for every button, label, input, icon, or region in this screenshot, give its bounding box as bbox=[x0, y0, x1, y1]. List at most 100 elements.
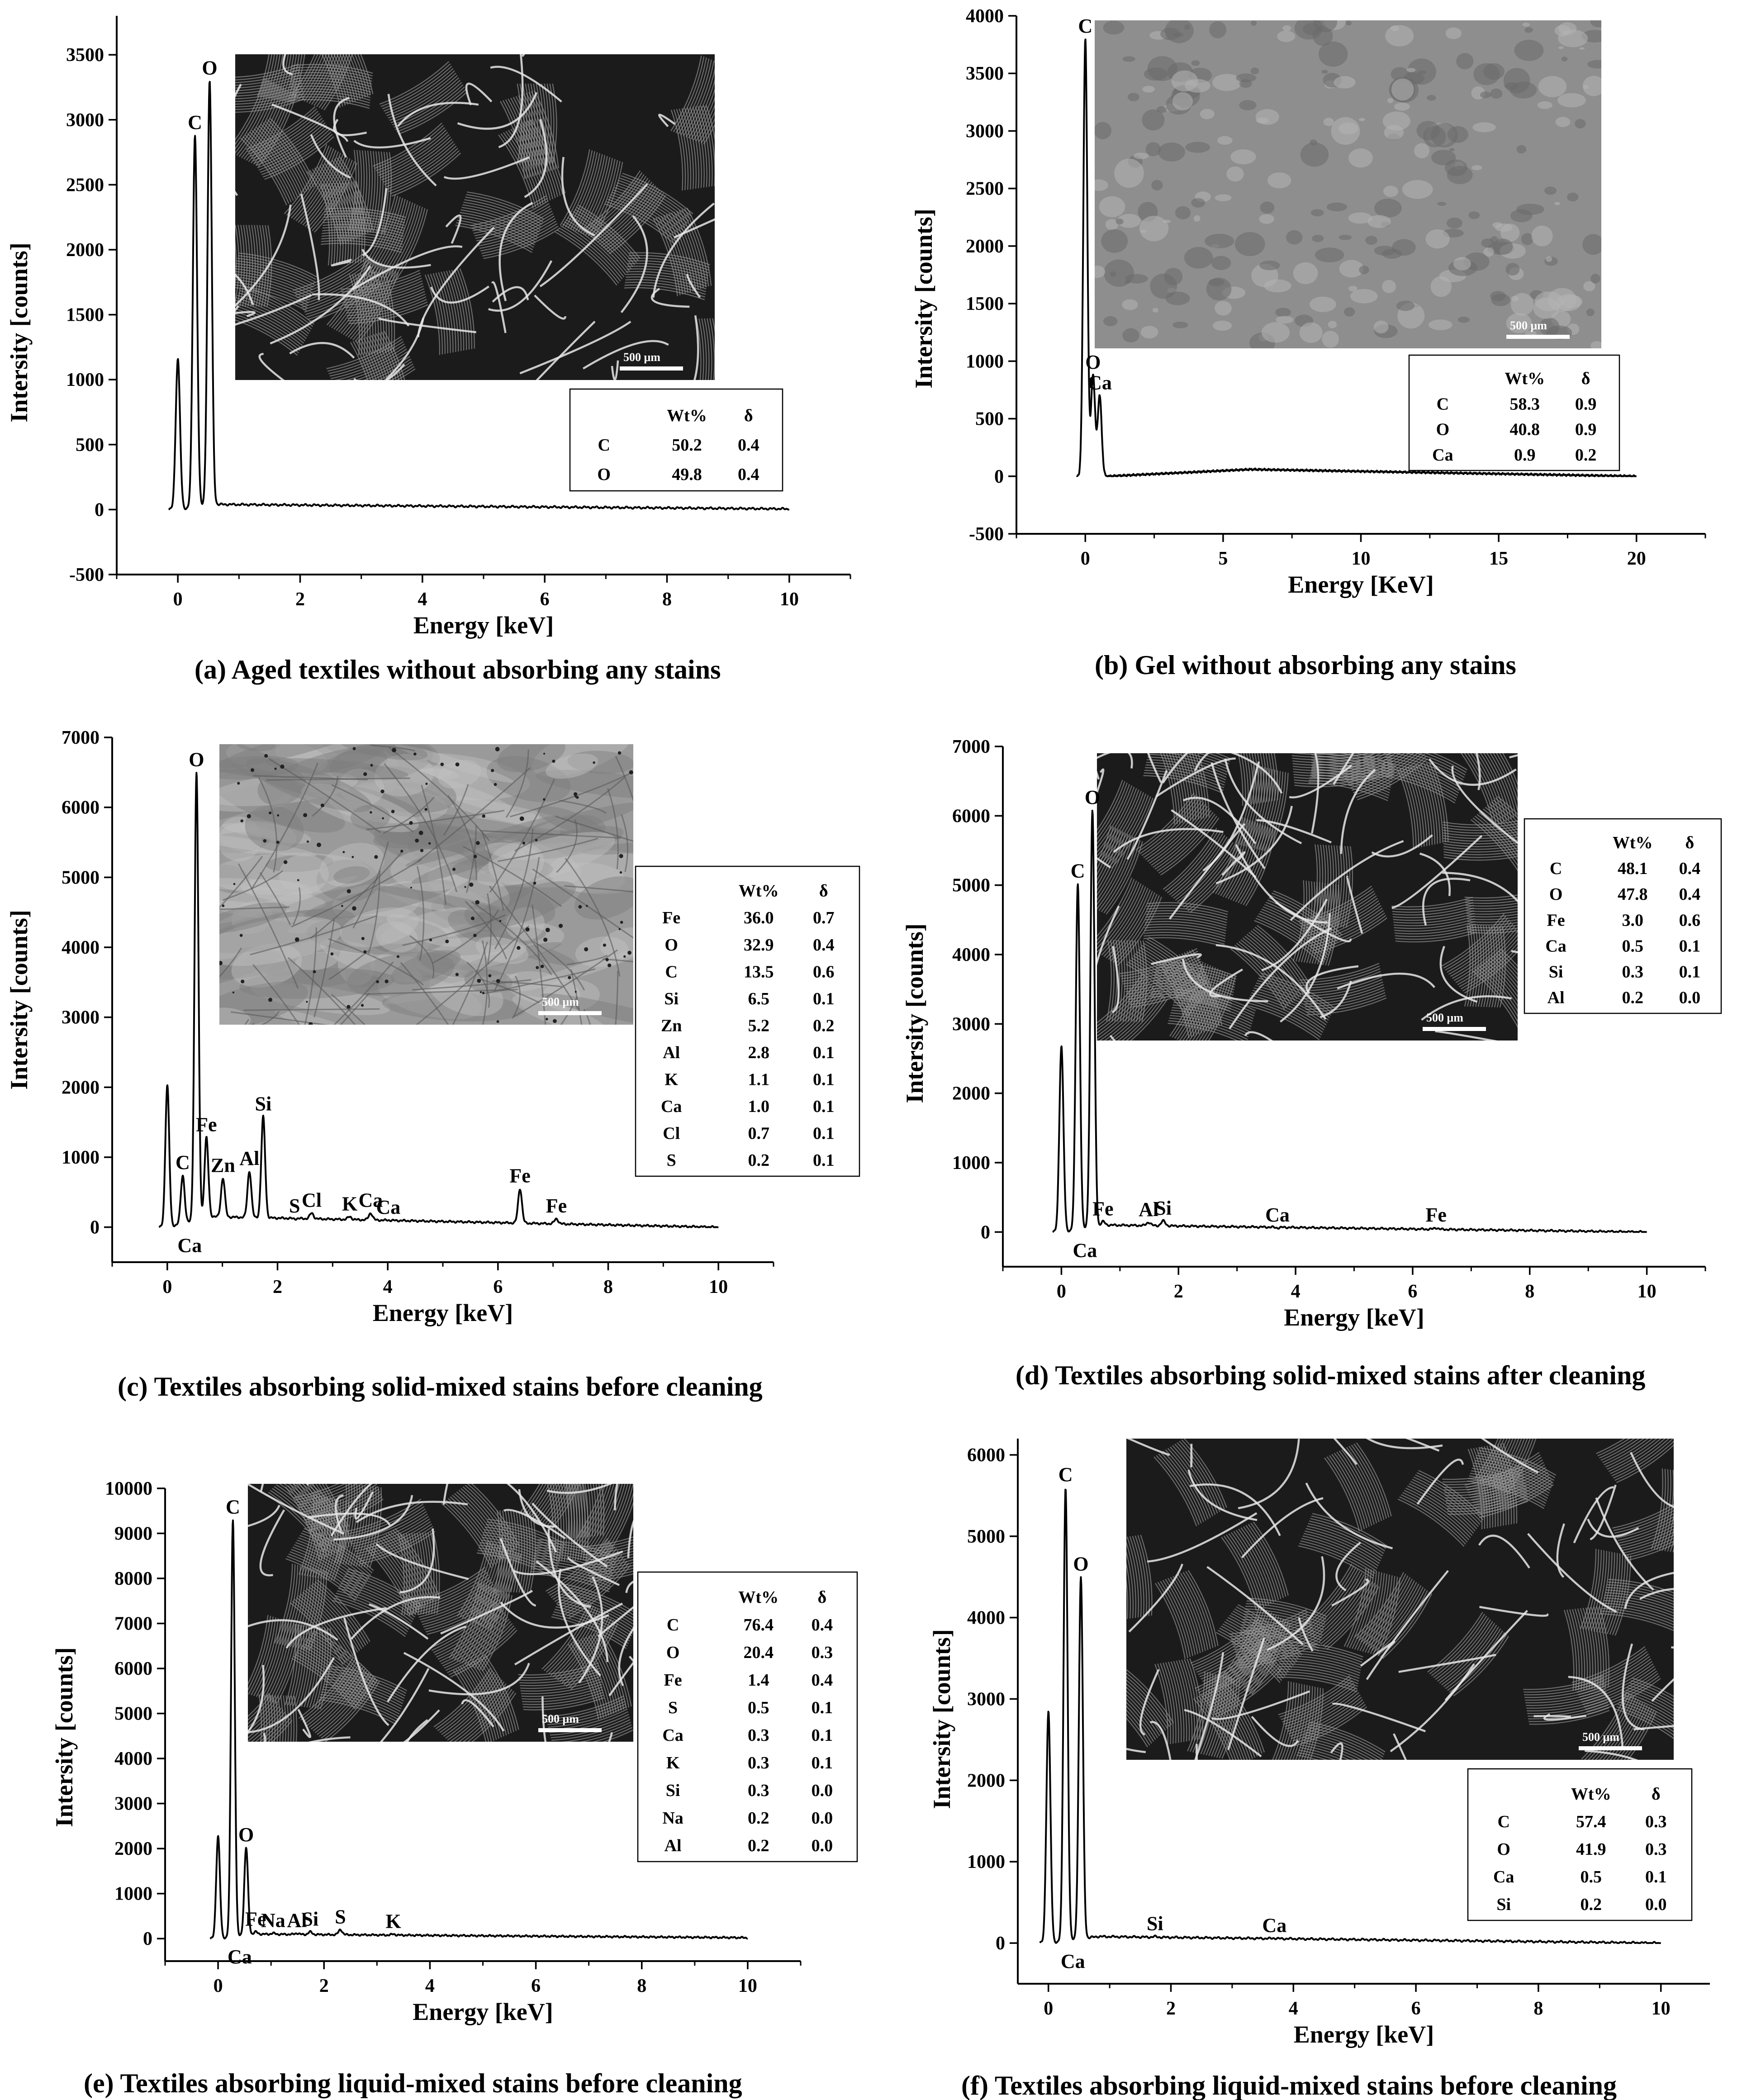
sem-texture-dot bbox=[619, 871, 622, 874]
sem-texture-fiber bbox=[1181, 1659, 1196, 1740]
sem-texture-fiber bbox=[680, 59, 712, 136]
sem-texture-fiber bbox=[1277, 1682, 1295, 1760]
sem-texture-fiber bbox=[1292, 754, 1374, 763]
wt-table-cell: 0.9 bbox=[1514, 446, 1536, 465]
sem-texture-fiber bbox=[1097, 828, 1116, 902]
sem-texture-fiber bbox=[248, 1711, 285, 1742]
wt-table-cell: 48.1 bbox=[1618, 859, 1648, 878]
sem-texture-fiber bbox=[219, 906, 290, 911]
sem-texture-blob bbox=[374, 754, 434, 797]
sem-fiber-bundle bbox=[604, 173, 693, 245]
sem-texture-fiber bbox=[1261, 908, 1331, 954]
sem-texture-fiber bbox=[303, 1570, 322, 1650]
sem-texture-fiber bbox=[321, 237, 403, 248]
sem-texture-fiber bbox=[1257, 915, 1326, 960]
peak-label: C bbox=[188, 111, 202, 133]
wt-table-cell: 0.6 bbox=[1679, 911, 1701, 930]
sem-texture-fiber bbox=[294, 1653, 360, 1706]
sem-texture-fiber bbox=[1156, 1455, 1200, 1525]
sem-texture-fiber bbox=[1136, 951, 1200, 1004]
sem-texture-fiber bbox=[1429, 762, 1446, 842]
y-tick-label: 0 bbox=[981, 1222, 990, 1243]
sem-texture-fiber bbox=[1527, 1533, 1617, 1613]
sem-texture-fiber bbox=[1168, 1662, 1182, 1743]
x-tick-label: 4 bbox=[383, 1277, 393, 1297]
wt-table-header-cell: δ bbox=[1652, 1785, 1661, 1804]
sem-texture-fiber bbox=[396, 89, 466, 133]
sem-texture-fiber bbox=[1306, 1525, 1382, 1559]
wt-table-cell: 1.0 bbox=[748, 1097, 770, 1116]
sem-texture-fiber bbox=[565, 151, 595, 228]
sem-texture-fiber bbox=[244, 1019, 250, 1025]
sem-texture-fiber bbox=[313, 1630, 378, 1682]
sem-texture-fiber bbox=[1240, 828, 1272, 904]
sem-texture-fiber bbox=[1391, 897, 1473, 907]
sem-texture-dot bbox=[313, 970, 316, 974]
sem-texture-blob bbox=[395, 744, 514, 783]
sem-texture-fiber bbox=[304, 927, 317, 1025]
sem-texture-fiber bbox=[1278, 1666, 1359, 1682]
sem-texture-fiber bbox=[1324, 1584, 1377, 1648]
sem-texture-blob bbox=[1557, 93, 1586, 108]
sem-texture-fiber bbox=[309, 54, 341, 108]
sem-texture-fiber bbox=[1240, 1527, 1277, 1601]
sem-texture-fiber bbox=[518, 1511, 525, 1593]
sem-texture-fiber bbox=[435, 272, 451, 353]
sem-texture-fiber bbox=[248, 1665, 265, 1734]
sem-texture-fiber bbox=[1126, 770, 1168, 860]
y-tick-label: 5000 bbox=[967, 1526, 1005, 1547]
sem-texture-fiber bbox=[1224, 758, 1302, 845]
x-tick-label: 4 bbox=[425, 1976, 435, 1996]
sem-texture-fiber bbox=[1313, 844, 1321, 926]
sem-texture-blob bbox=[1344, 307, 1355, 317]
sem-texture-fiber bbox=[1173, 1002, 1253, 1025]
sem-texture-fiber bbox=[433, 1605, 500, 1653]
wt-table-cell: 0.1 bbox=[813, 1097, 835, 1116]
sem-texture-fiber bbox=[1310, 1572, 1363, 1636]
sem-texture-dot bbox=[330, 952, 334, 956]
sem-texture-fiber bbox=[624, 287, 705, 300]
sem-texture-fiber bbox=[608, 196, 680, 238]
sem-texture-blob bbox=[1383, 185, 1398, 197]
sem-texture-fiber bbox=[1279, 1663, 1360, 1679]
sem-texture-blob bbox=[350, 805, 390, 830]
sem-texture-blob bbox=[1446, 217, 1462, 229]
sem-texture-fiber bbox=[383, 1535, 429, 1605]
sem-texture-fiber bbox=[1622, 1518, 1674, 1551]
sem-texture-fiber bbox=[1182, 797, 1257, 844]
sem-texture-fiber bbox=[1147, 1512, 1258, 1563]
sem-texture-fiber bbox=[1415, 1474, 1482, 1523]
sem-texture-fiber bbox=[1107, 997, 1166, 1040]
sem-texture-fiber bbox=[471, 1591, 503, 1668]
sem-texture-blob bbox=[1313, 20, 1338, 32]
sem-texture-fiber bbox=[345, 1484, 358, 1565]
sem-texture-blob bbox=[332, 884, 419, 924]
sem-texture-fiber bbox=[498, 54, 524, 148]
scale-bar bbox=[1423, 1027, 1486, 1031]
sem-fiber-bundle bbox=[1125, 936, 1212, 1017]
sem-texture-fiber bbox=[312, 776, 339, 817]
sem-texture-fiber bbox=[458, 217, 535, 246]
sem-texture-fiber bbox=[1352, 1570, 1375, 1649]
sem-texture-fiber bbox=[1101, 886, 1146, 955]
sem-texture-fiber bbox=[671, 212, 696, 291]
peak-label: C bbox=[1058, 1463, 1073, 1486]
sem-fiber-bundle bbox=[288, 64, 373, 109]
sem-texture-fiber bbox=[1245, 830, 1277, 907]
sem-texture-fiber bbox=[260, 1484, 264, 1492]
sem-texture-fiber bbox=[1141, 945, 1205, 998]
sem-texture-fiber bbox=[388, 1532, 433, 1601]
peak-label: K bbox=[342, 1193, 357, 1215]
sem-texture-fiber bbox=[1443, 822, 1518, 828]
sem-texture-fiber bbox=[499, 1538, 536, 1607]
sem-texture-fiber bbox=[1308, 1724, 1385, 1755]
sem-texture-fiber bbox=[384, 763, 458, 893]
sem-texture-fiber bbox=[369, 1487, 382, 1568]
sem-texture-fiber bbox=[1106, 1539, 1120, 1620]
sem-texture-dot bbox=[473, 934, 477, 937]
sem-texture-dot bbox=[475, 841, 480, 845]
sem-texture-fiber bbox=[498, 134, 534, 209]
sem-texture-fiber bbox=[235, 66, 299, 81]
spectrum-line bbox=[1076, 38, 1637, 477]
wt-table-cell: 0.2 bbox=[748, 1151, 770, 1170]
